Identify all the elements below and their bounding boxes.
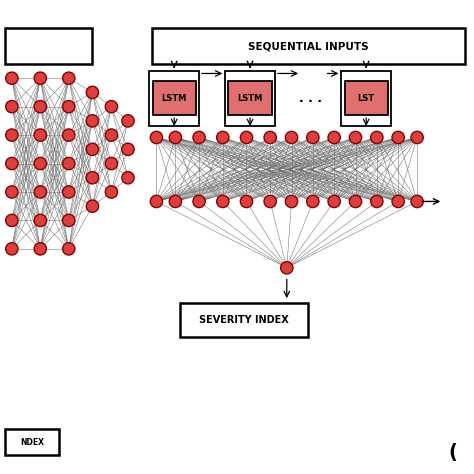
Circle shape <box>281 262 293 274</box>
Circle shape <box>6 214 18 227</box>
Circle shape <box>285 195 298 208</box>
Circle shape <box>193 195 205 208</box>
Text: LSTM: LSTM <box>237 94 263 102</box>
Circle shape <box>63 243 75 255</box>
Circle shape <box>34 100 46 113</box>
Circle shape <box>105 186 118 198</box>
Circle shape <box>105 100 118 113</box>
Circle shape <box>217 131 229 144</box>
Circle shape <box>34 129 46 141</box>
Circle shape <box>240 195 253 208</box>
Circle shape <box>63 72 75 84</box>
Circle shape <box>371 131 383 144</box>
Text: SEQUENTIAL INPUTS: SEQUENTIAL INPUTS <box>248 41 368 51</box>
Circle shape <box>193 131 205 144</box>
Circle shape <box>122 115 134 127</box>
Circle shape <box>285 131 298 144</box>
Circle shape <box>34 72 46 84</box>
Circle shape <box>122 172 134 184</box>
Circle shape <box>86 200 99 212</box>
Circle shape <box>86 143 99 155</box>
Circle shape <box>105 129 118 141</box>
Circle shape <box>63 186 75 198</box>
Bar <box>225 71 275 126</box>
Circle shape <box>63 157 75 170</box>
Circle shape <box>169 195 182 208</box>
Circle shape <box>264 131 276 144</box>
Circle shape <box>34 243 46 255</box>
Circle shape <box>411 195 423 208</box>
Circle shape <box>6 72 18 84</box>
Circle shape <box>264 195 276 208</box>
Text: LSTM: LSTM <box>162 94 187 102</box>
Text: . . .: . . . <box>299 91 322 105</box>
Circle shape <box>392 131 404 144</box>
Circle shape <box>6 186 18 198</box>
Circle shape <box>86 172 99 184</box>
Circle shape <box>6 100 18 113</box>
Circle shape <box>6 157 18 170</box>
Bar <box>153 81 196 115</box>
Bar <box>149 71 199 126</box>
Circle shape <box>122 143 134 155</box>
Circle shape <box>34 214 46 227</box>
Circle shape <box>86 86 99 99</box>
Circle shape <box>150 131 163 144</box>
Text: (: ( <box>448 443 457 462</box>
Circle shape <box>169 131 182 144</box>
Circle shape <box>349 131 362 144</box>
Bar <box>5 28 92 64</box>
Circle shape <box>307 195 319 208</box>
Bar <box>152 28 465 64</box>
Circle shape <box>371 195 383 208</box>
Circle shape <box>328 131 340 144</box>
Bar <box>345 81 388 115</box>
Bar <box>228 81 272 115</box>
Circle shape <box>105 157 118 170</box>
Circle shape <box>63 100 75 113</box>
Bar <box>180 303 308 337</box>
Circle shape <box>349 195 362 208</box>
Circle shape <box>63 129 75 141</box>
Circle shape <box>328 195 340 208</box>
Bar <box>5 429 59 455</box>
Circle shape <box>34 157 46 170</box>
Circle shape <box>392 195 404 208</box>
Circle shape <box>6 129 18 141</box>
Circle shape <box>6 243 18 255</box>
Bar <box>341 71 391 126</box>
Circle shape <box>150 195 163 208</box>
Circle shape <box>217 195 229 208</box>
Text: NDEX: NDEX <box>20 438 44 447</box>
Text: SEVERITY INDEX: SEVERITY INDEX <box>199 315 289 325</box>
Circle shape <box>240 131 253 144</box>
Circle shape <box>307 131 319 144</box>
Circle shape <box>411 131 423 144</box>
Circle shape <box>63 214 75 227</box>
Circle shape <box>34 186 46 198</box>
Circle shape <box>86 115 99 127</box>
Text: LST: LST <box>357 94 375 102</box>
